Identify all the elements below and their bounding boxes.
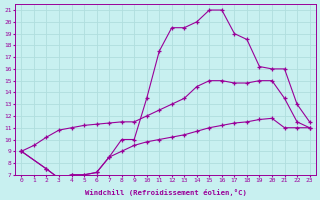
X-axis label: Windchill (Refroidissement éolien,°C): Windchill (Refroidissement éolien,°C) [84,189,246,196]
